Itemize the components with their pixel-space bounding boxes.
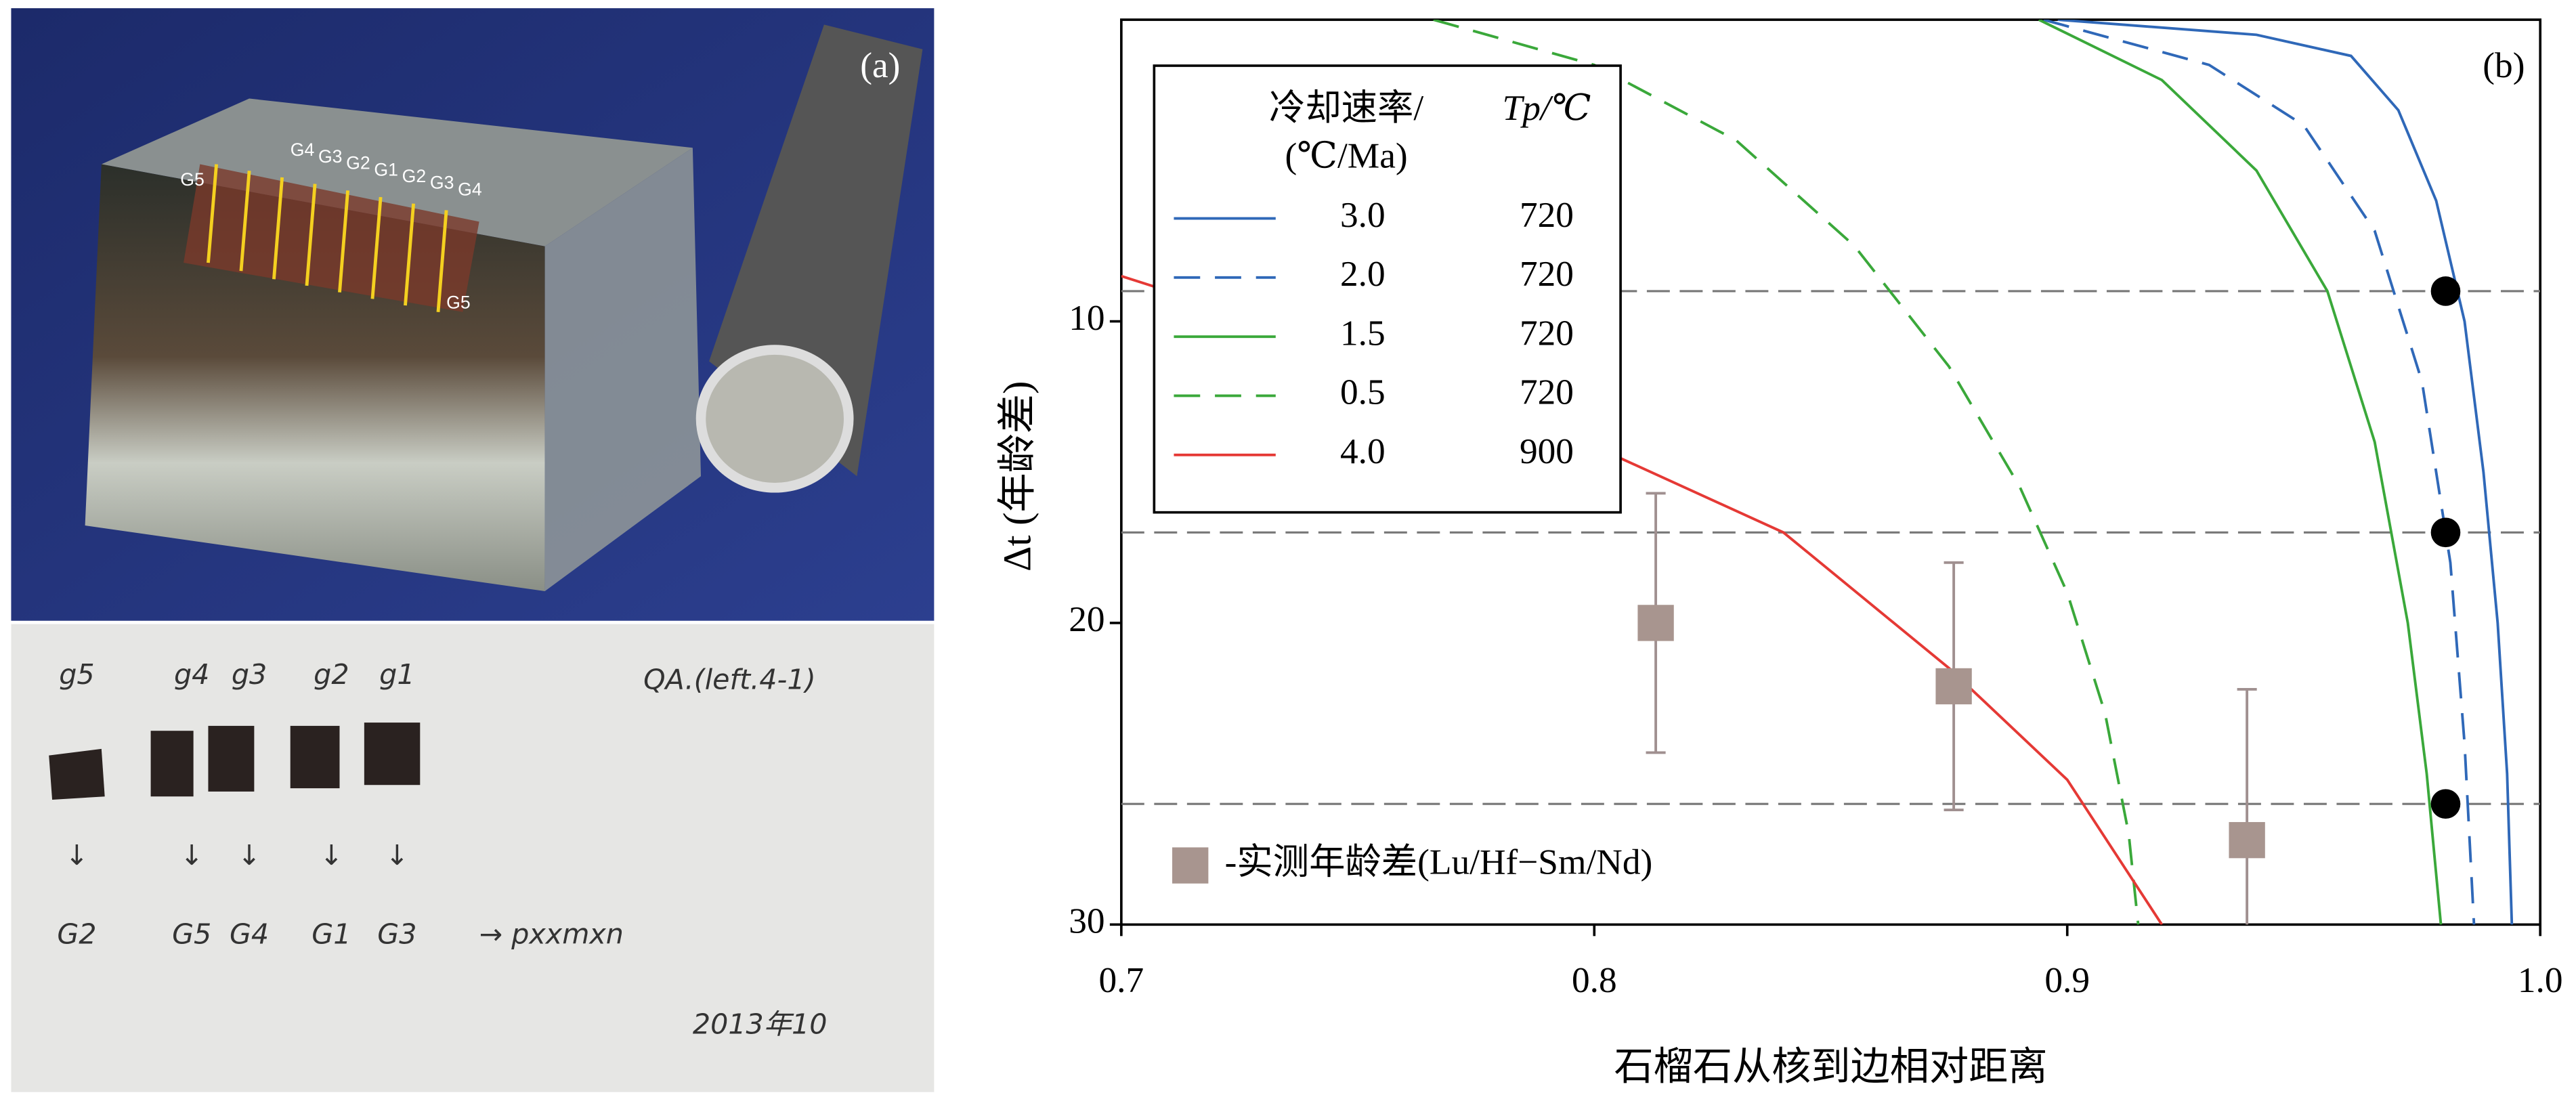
order-label: G1 <box>312 918 351 950</box>
block-side <box>544 148 702 592</box>
panel-label: (a) <box>860 45 900 85</box>
sample-label: g3 <box>232 658 267 691</box>
arrow: ↓ <box>65 839 89 872</box>
block-label: G2 <box>402 166 427 186</box>
legend-label: -实测年龄差(Lu/Hf−Sm/Nd) <box>1225 841 1653 882</box>
plot-area <box>1121 20 2541 925</box>
y-tick-label: 20 <box>1069 599 1104 639</box>
legend-swatch <box>1172 847 1209 884</box>
legend-tp-title: Tp/℃ <box>1503 87 1591 128</box>
plot-frame <box>1120 18 2541 926</box>
x-tick-label: 0.8 <box>1572 960 1617 1000</box>
x-axis-label: 石榴石从核到边相对距离 <box>1614 1045 2047 1089</box>
x-tick-label: 0.9 <box>2044 960 2090 1000</box>
block-label: G3 <box>430 173 454 193</box>
arrow: ↓ <box>320 839 343 872</box>
measured-point <box>1637 605 1674 641</box>
legend-tp: 720 <box>1520 372 1574 412</box>
y-tick-label: 10 <box>1069 297 1104 338</box>
garnet <box>184 164 479 312</box>
legend-tp: 720 <box>1520 194 1574 235</box>
panel-label: (b) <box>2483 45 2525 85</box>
x-tick-label: 1.0 <box>2518 960 2563 1000</box>
note: → pxxmxn <box>479 918 624 950</box>
curve <box>1433 20 2140 925</box>
legend-title-unit: (℃/Ma) <box>1285 135 1408 175</box>
handwriting: g5 g4 g3 g2 g1 ↓ G2 ↓ G5 ↓ G4 ↓ G1 ↓ G3 QA.(left.4-1) → … <box>57 658 827 1041</box>
legend-label: 2.0 <box>1340 253 1386 294</box>
sample-label: g1 <box>379 658 414 691</box>
legend-tp: 900 <box>1520 431 1574 471</box>
measured-point <box>1935 668 1972 705</box>
block-label: G5 <box>180 169 205 190</box>
block-top <box>101 98 693 246</box>
sample-label: g5 <box>59 658 94 691</box>
legend: 冷却速率/ (℃/Ma) Tp/℃ 3.0 720 2.0 720 1.5 720 0.5 720 4… <box>1153 64 1622 514</box>
block-label: G2 <box>346 153 370 173</box>
legend-label: 3.0 <box>1340 194 1386 235</box>
legend-label: 4.0 <box>1340 431 1386 471</box>
legend-tp: 720 <box>1520 312 1574 353</box>
x-tick-label: 0.7 <box>1099 960 1144 1000</box>
block-label: G3 <box>318 146 343 167</box>
block-label: G4 <box>291 139 315 160</box>
curve <box>2057 20 2514 925</box>
dot <box>2430 789 2461 819</box>
drill-bit <box>695 345 854 493</box>
block-label: G4 <box>458 179 482 199</box>
measured-point <box>2229 821 2265 859</box>
cut-lines <box>207 164 448 312</box>
sample-id: QA.(left.4-1) <box>643 663 816 695</box>
sample-label: g4 <box>174 658 209 691</box>
block-label: G1 <box>374 159 398 179</box>
chart: (b) 石榴石从核到边相对距离 Δt (年龄差) 0.7 0.8 0.9 1.0 10 2… <box>995 18 2563 1089</box>
sample-label: g2 <box>314 658 349 691</box>
order-label: G4 <box>230 918 269 950</box>
legend-label: 1.5 <box>1340 312 1386 353</box>
paper <box>11 624 935 1092</box>
y-axis-label: Δt (年龄差) <box>995 381 1039 572</box>
order-label: G5 <box>172 918 211 950</box>
order-label: G2 <box>57 918 96 950</box>
arrow: ↓ <box>385 839 409 872</box>
order-label: G3 <box>377 918 416 950</box>
arrow: ↓ <box>238 839 261 872</box>
chips <box>49 723 421 800</box>
curve <box>2043 20 2476 925</box>
legend-tp: 720 <box>1520 253 1574 294</box>
legend-title: 冷却速率/ <box>1269 87 1423 128</box>
block-label: G5 <box>446 293 471 313</box>
arrow: ↓ <box>180 839 204 872</box>
legend-label: 0.5 <box>1340 372 1386 412</box>
y-tick-label: 30 <box>1069 901 1104 941</box>
curve <box>2038 20 2443 925</box>
legend-box <box>1153 64 1622 514</box>
dot <box>2430 276 2461 306</box>
date: 2013年10 <box>693 1008 828 1041</box>
dot <box>2430 517 2461 548</box>
